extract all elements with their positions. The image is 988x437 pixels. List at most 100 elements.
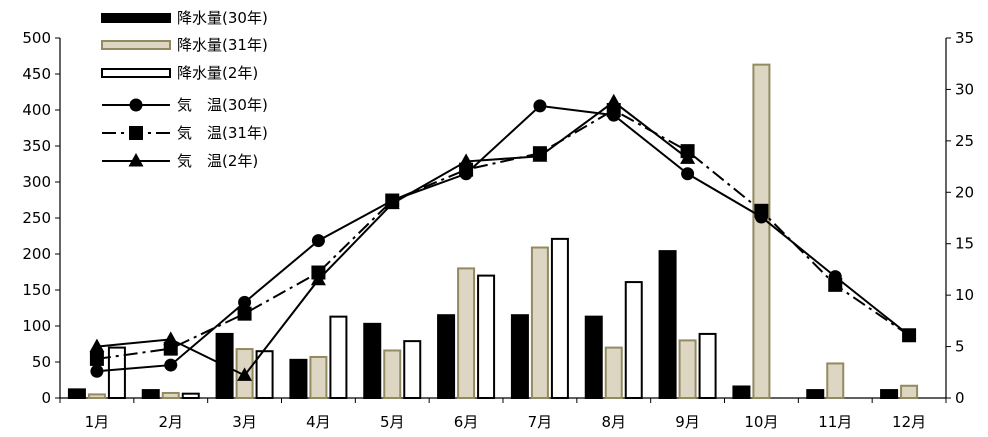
line-series-group xyxy=(89,93,917,381)
x-tick-label: 1月 xyxy=(85,413,110,431)
bar xyxy=(477,274,496,400)
point-marker xyxy=(533,99,547,113)
x-tick-label: 10月 xyxy=(744,413,778,431)
y-left-tick-label: 500 xyxy=(22,29,51,47)
bar-series-group xyxy=(67,63,919,400)
x-tick-label: 3月 xyxy=(232,413,257,431)
bar xyxy=(678,339,697,399)
bar xyxy=(806,389,825,399)
legend-item-line-2: 気 温(31年) xyxy=(102,124,268,142)
bar xyxy=(658,250,677,399)
legend-swatch xyxy=(101,13,171,23)
legend: 降水量(30年) 降水量(31年) 降水量(2年) 気 温(30年) 気 温(31年) 気… xyxy=(101,9,268,170)
bar xyxy=(826,362,845,400)
point-marker xyxy=(89,338,105,353)
point-marker xyxy=(680,150,696,164)
bar xyxy=(309,355,328,399)
y-right-tick-label: 30 xyxy=(955,80,974,98)
y-left-tick-label: 150 xyxy=(22,281,51,299)
bar xyxy=(363,322,382,399)
y-right-tick-label: 10 xyxy=(955,286,974,304)
x-tick-label: 12月 xyxy=(892,413,926,431)
bar xyxy=(732,385,751,400)
point-marker xyxy=(458,153,474,167)
bar xyxy=(457,267,476,399)
y-right-tick-label: 20 xyxy=(955,183,974,201)
legend-label: 降水量(30年) xyxy=(177,9,268,27)
point-marker xyxy=(129,98,143,112)
point-marker xyxy=(237,367,253,381)
point-marker xyxy=(902,328,917,343)
bar xyxy=(141,389,160,399)
bar xyxy=(181,392,200,399)
bar xyxy=(255,350,274,400)
point-marker xyxy=(238,295,252,309)
bar xyxy=(87,393,106,399)
x-tick-label: 9月 xyxy=(675,413,700,431)
point-marker xyxy=(754,203,769,218)
legend-label: 気 温(31年) xyxy=(177,124,268,142)
y-left-tick-label: 50 xyxy=(32,353,51,371)
bar xyxy=(624,281,643,399)
legend-item-bar-3: 降水量(2年) xyxy=(101,64,258,82)
x-tick-label: 7月 xyxy=(528,413,553,431)
bar xyxy=(289,358,308,399)
y-left-tick-label: 100 xyxy=(22,317,51,335)
point-marker xyxy=(129,126,143,140)
y-left-tick-label: 400 xyxy=(22,101,51,119)
point-marker xyxy=(163,331,179,345)
point-marker xyxy=(681,167,695,181)
bar xyxy=(437,314,456,400)
point-marker xyxy=(311,234,325,248)
point-marker xyxy=(89,351,104,366)
point-marker xyxy=(310,271,326,286)
y-left-tick-label: 450 xyxy=(22,65,51,83)
bar xyxy=(510,314,529,400)
legend-item-line-1: 気 温(30年) xyxy=(102,96,268,114)
y-right-tick-label: 5 xyxy=(955,338,965,356)
bar xyxy=(403,340,422,399)
y-right-tick-label: 15 xyxy=(955,235,974,253)
point-marker xyxy=(828,277,843,292)
bar xyxy=(752,63,771,399)
legend-item-bar-1: 降水量(30年) xyxy=(101,9,268,27)
point-marker xyxy=(532,148,548,162)
x-tick-label: 5月 xyxy=(380,413,405,431)
bar-series-3 xyxy=(107,237,717,400)
point-marker xyxy=(384,195,400,210)
point-marker xyxy=(164,358,178,372)
bar-series-2 xyxy=(87,63,919,400)
x-tick-label: 6月 xyxy=(454,413,479,431)
bar xyxy=(67,388,86,399)
bar xyxy=(584,315,603,400)
y-right-tick-label: 0 xyxy=(955,389,965,407)
x-tick-label: 4月 xyxy=(306,413,331,431)
bar xyxy=(530,246,549,399)
bar xyxy=(900,384,919,400)
point-marker xyxy=(606,93,622,108)
bar xyxy=(383,349,402,400)
y-left-tick-label: 350 xyxy=(22,137,51,155)
x-tick-label: 2月 xyxy=(158,413,183,431)
legend-item-bar-2: 降水量(31年) xyxy=(101,36,268,54)
series-line xyxy=(96,104,910,373)
series-line xyxy=(96,108,910,360)
x-tick-label: 11月 xyxy=(818,413,852,431)
legend-label: 降水量(31年) xyxy=(177,36,268,54)
legend-label: 気 温(2年) xyxy=(177,152,258,170)
legend-item-line-3: 気 温(2年) xyxy=(102,152,258,170)
bar xyxy=(550,237,569,399)
bar-series-1 xyxy=(67,250,899,400)
point-marker xyxy=(90,364,104,378)
legend-label: 気 温(30年) xyxy=(177,96,268,114)
bar xyxy=(107,346,126,400)
y-left-tick-label: 0 xyxy=(41,389,51,407)
y-right-tick-label: 35 xyxy=(955,29,974,47)
y-left-tick-label: 250 xyxy=(22,209,51,227)
y-left-tick-label: 300 xyxy=(22,173,51,191)
y-right-tick-label: 25 xyxy=(955,132,974,150)
legend-swatch xyxy=(101,40,171,50)
bar xyxy=(880,389,899,399)
